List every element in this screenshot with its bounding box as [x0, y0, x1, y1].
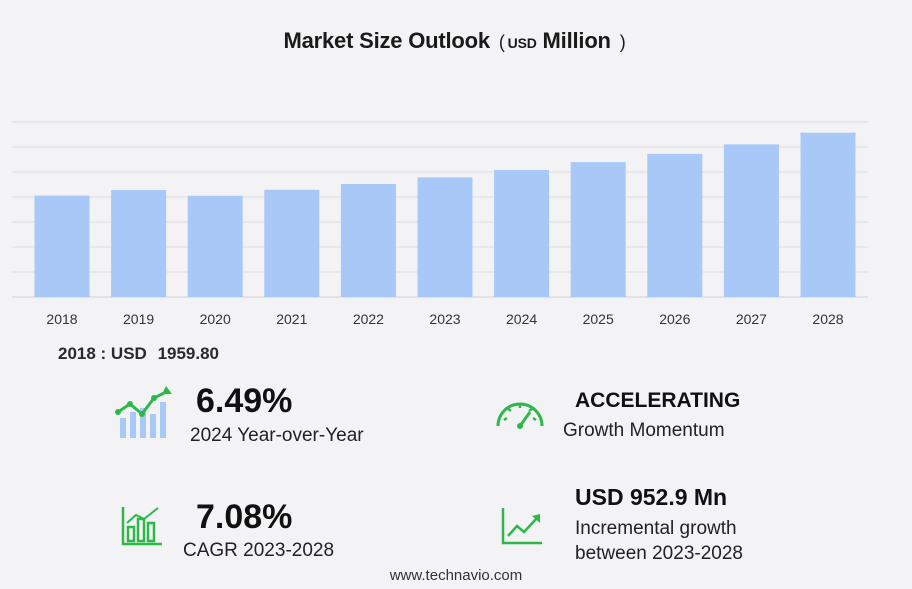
- title-unit: USD: [507, 35, 537, 51]
- title-open-paren: (: [498, 32, 505, 52]
- chart-title: Market Size Outlook (USD Million ): [0, 28, 912, 54]
- bar-2019: [111, 189, 167, 297]
- footer-url: www.technavio.com: [389, 567, 523, 584]
- yoy-label: 2024 Year-over-Year: [190, 425, 364, 446]
- base-year-value: 2018 : USD 1959.80: [58, 344, 219, 364]
- cagr-label: CAGR 2023-2028: [183, 540, 335, 561]
- growth-trend-icon: [115, 386, 172, 438]
- x-tick-label: 2022: [353, 311, 384, 327]
- cagr-value: 7.08%: [196, 498, 293, 536]
- x-tick-label: 2024: [506, 311, 537, 327]
- bar-chart-icon: [121, 507, 162, 546]
- bar-2023: [417, 177, 473, 297]
- x-tick-label: 2027: [736, 311, 767, 327]
- bar-2024: [494, 170, 550, 297]
- x-tick-label: 2020: [200, 311, 231, 327]
- incremental-value: USD 952.9 Mn: [575, 484, 728, 510]
- bar-2022: [340, 183, 396, 297]
- incremental-label-line2: between 2023-2028: [575, 543, 743, 564]
- chart-title-main: Market Size Outlook: [283, 28, 490, 53]
- x-tick-label: 2023: [429, 311, 460, 327]
- bar-2026: [647, 153, 703, 297]
- x-tick-label: 2025: [583, 311, 614, 327]
- line-chart-icon: [501, 508, 542, 545]
- momentum-label: Growth Momentum: [563, 420, 725, 441]
- momentum-value: ACCELERATING: [575, 389, 741, 412]
- bar-2025: [570, 162, 626, 297]
- yoy-value: 6.49%: [196, 382, 293, 420]
- bar-2021: [264, 189, 320, 297]
- x-tick-label: 2026: [659, 311, 690, 327]
- bar-2018: [34, 195, 90, 297]
- title-close-paren: ): [619, 32, 626, 52]
- base-year-label: 2018 : USD: [58, 344, 147, 363]
- base-year-amount: 1959.80: [157, 344, 220, 363]
- bar-chart: 2018 2019 2020 2021 2022 2023 2024 2025 2026 2027…: [12, 121, 868, 327]
- speedometer-icon: [496, 402, 544, 429]
- x-tick-label: 2018: [46, 311, 77, 327]
- x-tick-label: 2019: [123, 311, 154, 327]
- incremental-label-line1: Incremental growth: [575, 518, 737, 539]
- bar-2027: [723, 144, 779, 297]
- x-tick-label: 2021: [276, 311, 307, 327]
- x-tick-label: 2028: [812, 311, 843, 327]
- bar-2028: [800, 132, 856, 297]
- bar-2020: [187, 195, 243, 297]
- title-unit-word: Million: [542, 28, 611, 53]
